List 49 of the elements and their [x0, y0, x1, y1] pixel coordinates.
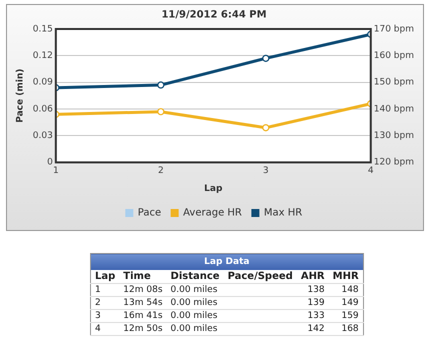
text: MHR	[328, 270, 364, 284]
text: 139	[296, 296, 329, 310]
text: Pace/Speed	[224, 270, 297, 284]
y-tick-label: 0.06	[32, 104, 54, 114]
chart-title: 11/9/2012 6:44 PM	[161, 10, 267, 21]
y2-tick-label: 170 bpm	[374, 24, 414, 34]
y-tick-label: 0.09	[32, 78, 54, 88]
x-tick-label: 3	[262, 166, 269, 176]
text: 133	[296, 310, 329, 322]
y-tick-label: 0.12	[32, 51, 53, 62]
y2-tick-label: 140 bpm	[374, 104, 414, 114]
y2-tick-label: 160 bpm	[374, 51, 414, 62]
y2-tick-label: 130 bpm	[374, 131, 414, 142]
text: 2	[90, 296, 120, 310]
text: 1	[90, 284, 120, 296]
text: 149	[328, 296, 364, 310]
y-axis-title: Pace (min)	[16, 68, 26, 123]
x-tick-label: 1	[52, 166, 59, 176]
text: 0.00 miles	[166, 296, 224, 310]
x-tick-label: 4	[368, 166, 374, 176]
text: 12m 08s	[119, 284, 167, 296]
text: Distance	[166, 270, 224, 284]
y-tick-label: 0	[47, 158, 54, 168]
text: 148	[328, 284, 364, 296]
text: 12m 50s	[119, 322, 167, 336]
text: Lap Data	[90, 254, 364, 270]
legend-label: Average HR	[183, 208, 242, 219]
text: 0.00 miles	[166, 322, 224, 336]
text: 0.00 miles	[166, 284, 224, 296]
legend-label: Pace	[138, 208, 162, 219]
text: 16m 41s	[119, 310, 167, 322]
y-tick-label: 0.03	[32, 131, 53, 142]
legend-label: Max HR	[264, 208, 302, 219]
y-tick-label: 0.15	[32, 24, 53, 34]
y2-tick-label: 150 bpm	[374, 78, 414, 88]
text: 4	[90, 322, 120, 336]
text: 0.00 miles	[166, 310, 224, 322]
text: Time	[119, 270, 167, 284]
x-axis-title: Lap	[204, 184, 223, 194]
text: 159	[328, 310, 364, 322]
text: 138	[296, 284, 329, 296]
text: Lap	[90, 270, 120, 284]
text: AHR	[296, 270, 329, 284]
y2-tick-label: 120 bpm	[374, 158, 414, 168]
text: 13m 54s	[119, 296, 167, 310]
text: 168	[328, 322, 364, 336]
text: 3	[90, 310, 120, 322]
text: 142	[296, 322, 329, 336]
x-tick-label: 2	[158, 166, 164, 176]
